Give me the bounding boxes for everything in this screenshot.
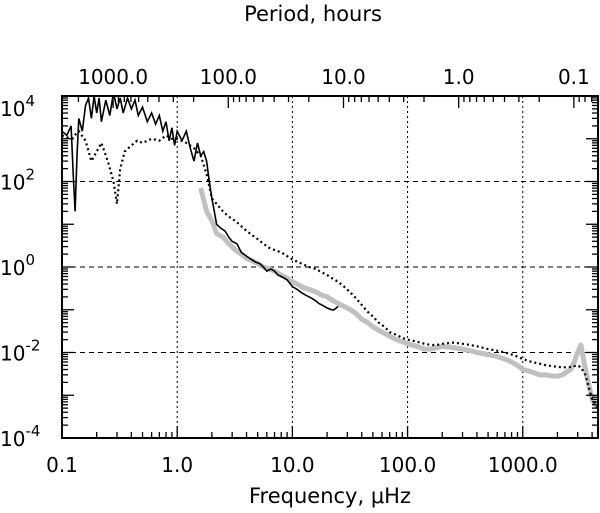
top-axis-title: Period, hours [244, 2, 382, 26]
bottom-tick-label: 1000.0 [488, 453, 558, 477]
y-tick-labels: 104 102 100 10-2 10-4 [0, 92, 40, 451]
top-tick-label: 0.1 [558, 65, 590, 89]
bottom-tick-label: 100.0 [379, 453, 436, 477]
bottom-tick-label: 10.0 [270, 453, 315, 477]
series-layer [62, 96, 598, 410]
top-tick-label: 100.0 [200, 65, 257, 89]
bottom-tick-labels: 0.1 1.0 10.0 100.0 1000.0 [46, 453, 558, 477]
y-tick-label: 100 [0, 251, 35, 280]
bottom-tick-label: 1.0 [161, 453, 193, 477]
series-solid-black [62, 96, 339, 311]
top-tick-labels: 1000.0 100.0 10.0 1.0 0.1 [78, 65, 590, 89]
y-tick-label: 104 [0, 92, 35, 121]
tick-marks [61, 95, 598, 439]
top-tick-label: 1.0 [443, 65, 475, 89]
y-tick-label: 10-2 [0, 337, 40, 366]
y-tick-label: 10-4 [0, 422, 40, 451]
bottom-axis-title: Frequency, μHz [249, 484, 411, 508]
bottom-tick-label: 0.1 [46, 453, 78, 477]
plot-frame [61, 95, 599, 439]
top-tick-label: 10.0 [321, 65, 366, 89]
grid-lines [62, 96, 598, 438]
top-tick-label: 1000.0 [78, 65, 148, 89]
series-solid-gray [198, 187, 598, 410]
series-dotted-black [62, 129, 598, 409]
y-tick-label: 102 [0, 166, 35, 195]
